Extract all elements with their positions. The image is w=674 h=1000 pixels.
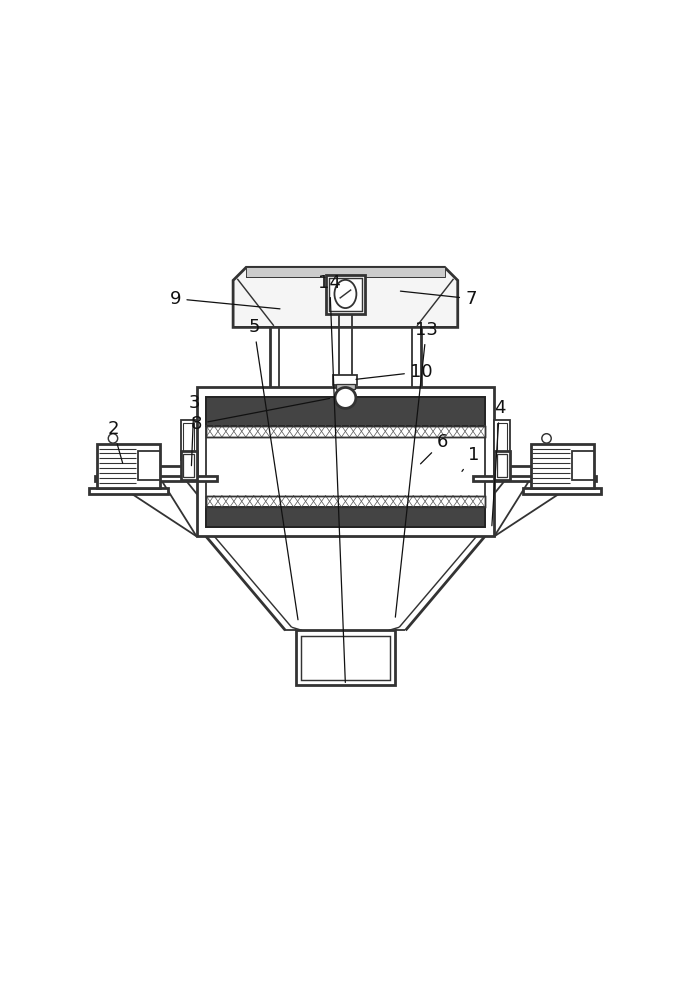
Bar: [138, 451, 160, 480]
Bar: [181, 451, 197, 480]
Bar: [183, 454, 194, 477]
Bar: [94, 476, 218, 481]
Text: 7: 7: [400, 290, 477, 308]
Bar: [206, 397, 485, 426]
Bar: [206, 426, 485, 437]
Bar: [206, 397, 485, 527]
Text: 10: 10: [356, 363, 433, 381]
Bar: [494, 451, 510, 480]
Polygon shape: [233, 267, 458, 327]
Bar: [181, 420, 197, 460]
Bar: [296, 630, 395, 685]
Circle shape: [335, 387, 356, 408]
Text: 9: 9: [170, 290, 280, 309]
Bar: [523, 488, 601, 494]
Bar: [206, 496, 485, 507]
Text: 4: 4: [492, 399, 506, 526]
Text: 13: 13: [396, 321, 438, 617]
Circle shape: [542, 434, 551, 443]
Bar: [301, 636, 390, 680]
Circle shape: [109, 434, 118, 443]
Polygon shape: [246, 267, 445, 277]
Text: 2: 2: [107, 420, 123, 463]
Text: 1: 1: [462, 446, 479, 471]
Bar: [206, 507, 485, 527]
Text: 3: 3: [188, 394, 200, 466]
Text: 5: 5: [248, 318, 298, 620]
Bar: [336, 384, 355, 389]
Text: 6: 6: [421, 433, 448, 464]
Text: 14: 14: [318, 274, 345, 682]
Bar: [494, 420, 510, 460]
Bar: [572, 451, 594, 480]
Bar: [497, 423, 508, 457]
Bar: [531, 444, 594, 488]
Text: 8: 8: [191, 398, 330, 433]
Ellipse shape: [334, 280, 357, 308]
Bar: [197, 387, 494, 536]
Bar: [326, 275, 365, 314]
Bar: [473, 476, 596, 481]
Bar: [334, 375, 357, 385]
Bar: [90, 488, 168, 494]
Bar: [329, 278, 362, 311]
Bar: [206, 496, 485, 507]
Bar: [497, 454, 508, 477]
Bar: [183, 423, 194, 457]
Bar: [97, 444, 160, 488]
Bar: [206, 426, 485, 437]
